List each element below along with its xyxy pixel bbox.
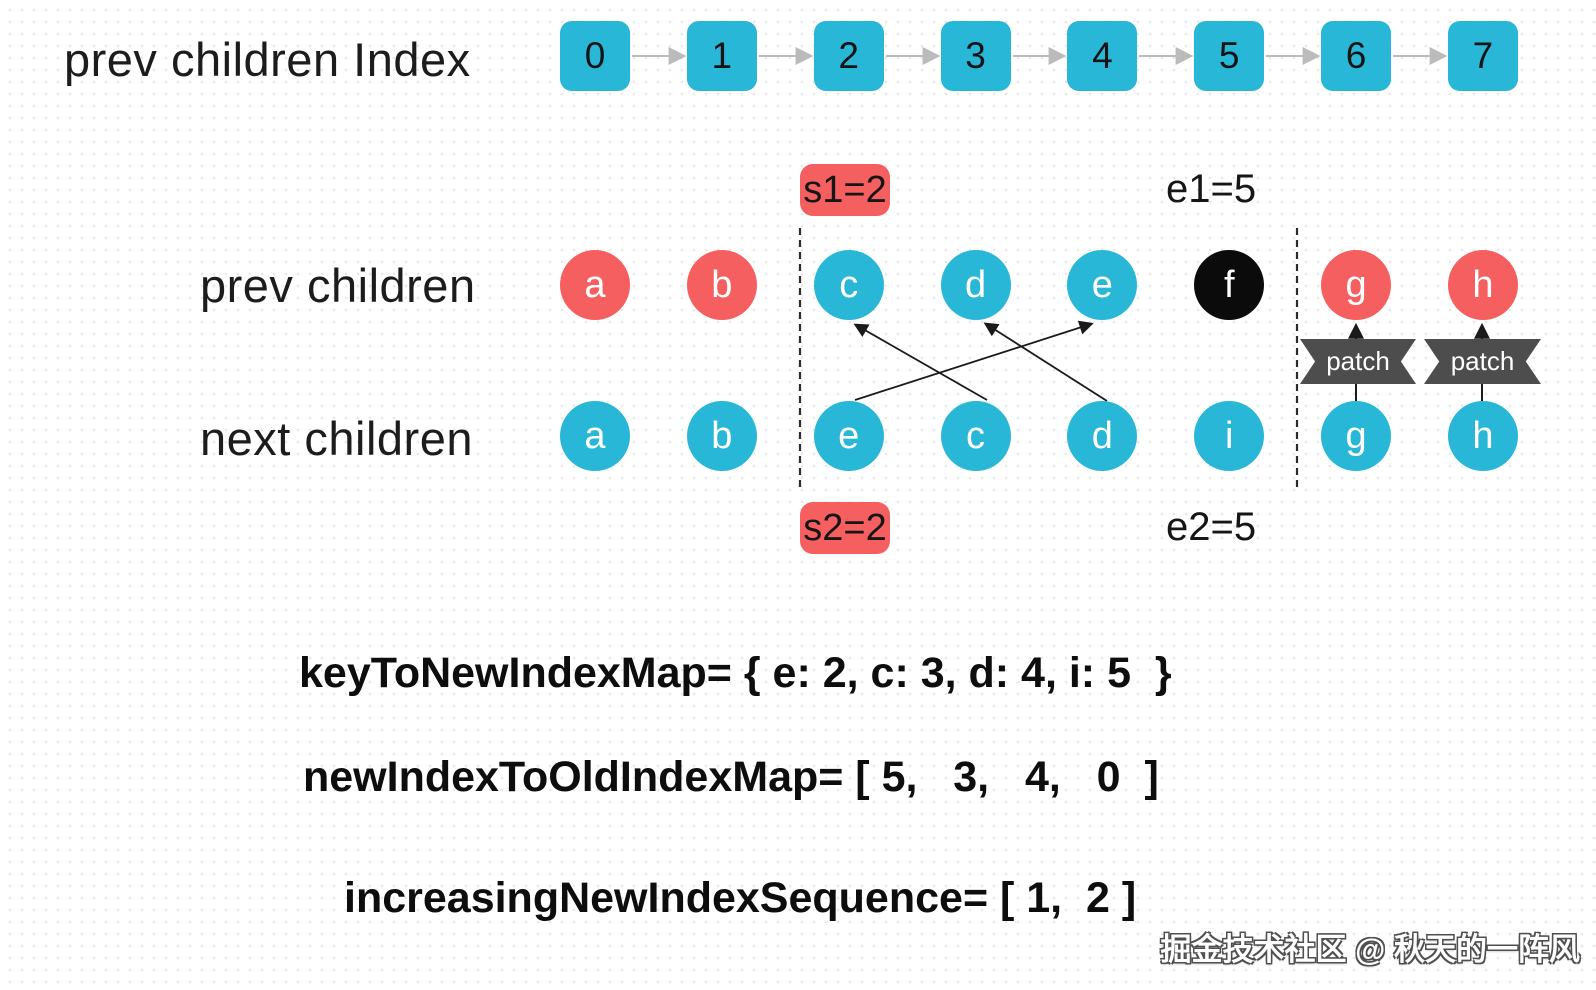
next-node-h: h (1447, 401, 1518, 471)
next-node-b: b (686, 401, 757, 471)
prev-children-row: a b c d e f g h (560, 250, 1518, 320)
next-children-row: a b e c d i g h (560, 401, 1518, 471)
prev-node-h: h (1447, 250, 1518, 320)
prev-node-c: c (813, 250, 884, 320)
e2-label: e2=5 (1166, 505, 1257, 549)
prev-node-g: g (1321, 250, 1392, 320)
index-box-4: 4 (1067, 21, 1138, 91)
next-node-g: g (1321, 401, 1392, 471)
prev-children-label: prev children (200, 259, 476, 312)
prev-node-b: b (686, 250, 757, 320)
prev-children-index-row: 0 1 2 3 4 5 6 7 (560, 21, 1518, 91)
equation-increasing-new-index-sequence: increasingNewIndexSequence= [ 1, 2 ] (344, 874, 1137, 922)
move-arrow-e (854, 320, 1094, 401)
prev-node-d: d (940, 250, 1011, 320)
next-node-a: a (560, 401, 630, 471)
index-box-0: 0 (560, 21, 630, 91)
move-arrows (853, 320, 1108, 402)
index-box-5: 5 (1194, 21, 1265, 91)
next-children-label: next children (200, 412, 473, 465)
next-node-e: e (813, 401, 884, 471)
next-node-c: c (940, 401, 1011, 471)
index-box-7: 7 (1447, 21, 1518, 91)
index-box-2: 2 (813, 21, 884, 91)
s1-badge: s1=2 (800, 164, 890, 216)
move-arrow-c (853, 323, 988, 401)
patch-ribbon-g: patch (1300, 339, 1416, 384)
move-arrow-d (983, 322, 1108, 402)
index-box-1: 1 (686, 21, 757, 91)
index-box-6: 6 (1321, 21, 1392, 91)
patch-ribbon-h: patch (1424, 339, 1541, 384)
equation-new-index-to-old-index-map: newIndexToOldIndexMap= [ 5, 3, 4, 0 ] (303, 753, 1159, 801)
next-node-d: d (1067, 401, 1138, 471)
watermark: 掘金技术社区 @ 秋天的一阵风 (1160, 932, 1580, 967)
s2-badge: s2=2 (800, 502, 890, 554)
prev-children-index-label: prev children Index (64, 33, 471, 86)
e1-label: e1=5 (1166, 167, 1257, 211)
prev-node-e: e (1067, 250, 1138, 320)
next-node-i: i (1194, 401, 1265, 471)
equation-key-to-new-index-map: keyToNewIndexMap= { e: 2, c: 3, d: 4, i:… (299, 649, 1172, 697)
prev-node-f: f (1194, 250, 1265, 320)
index-box-3: 3 (940, 21, 1011, 91)
prev-node-a: a (560, 250, 630, 320)
